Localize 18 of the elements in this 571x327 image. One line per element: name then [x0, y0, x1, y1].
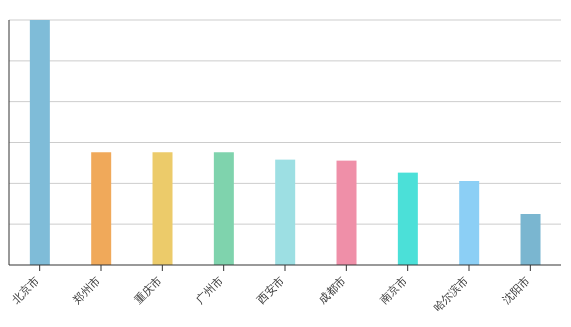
bar [214, 152, 234, 265]
x-tick-label: 广州市 [193, 274, 226, 306]
x-tick-label: 北京市 [9, 274, 42, 306]
bar [398, 172, 418, 265]
bar [91, 152, 112, 265]
bar [459, 180, 480, 265]
x-tick-label: 南京市 [377, 274, 410, 306]
bar [336, 160, 357, 265]
x-tick-label: 沈阳市 [500, 274, 532, 306]
x-tick-label: 西安市 [254, 274, 288, 306]
x-tick-label: 成都市 [316, 274, 348, 306]
bar [30, 20, 50, 265]
x-tick-label: 郑州市 [70, 274, 104, 306]
bar [520, 214, 541, 265]
bar [275, 160, 296, 265]
x-tick-label: 哈尔滨市 [430, 274, 472, 314]
bar [152, 152, 173, 265]
x-tick-label: 重庆市 [132, 274, 164, 306]
